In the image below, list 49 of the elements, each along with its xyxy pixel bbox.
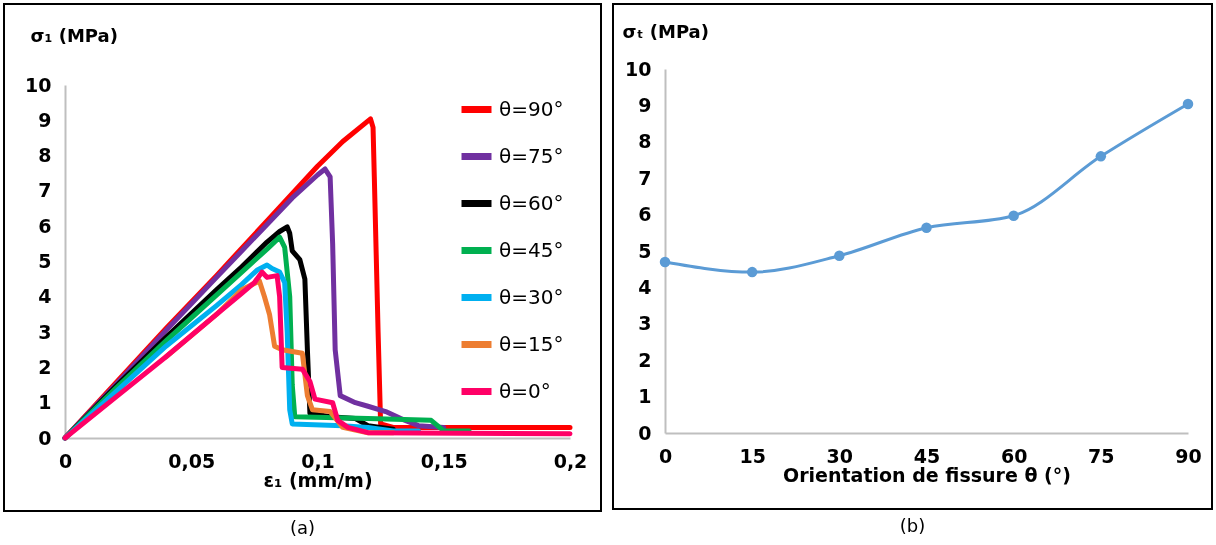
x-tick-label: 75 [1088, 444, 1115, 467]
y-tick-label: 6 [638, 203, 652, 226]
x-tick-label: 0,15 [420, 449, 468, 472]
x-tick-label: 90 [1175, 444, 1202, 467]
y-tick-label: 7 [38, 179, 52, 202]
x-tick-label: 0,1 [301, 449, 335, 472]
y-tick-label: 0 [38, 426, 52, 449]
legend-label: θ=75° [499, 143, 564, 168]
y-tick-label: 8 [638, 130, 652, 153]
point [659, 256, 671, 268]
y-tick-label: 9 [638, 93, 652, 116]
y-axis-title: σₜ (MPa) [622, 20, 709, 42]
legend-label: θ=15° [499, 331, 564, 356]
x-tick-label: 0 [658, 444, 673, 467]
y-tick-label: 3 [638, 312, 652, 335]
y-tick-label: 7 [638, 166, 652, 189]
y-tick-label: 10 [25, 73, 52, 96]
y-tick-label: 6 [38, 214, 52, 237]
point [1182, 98, 1194, 110]
legend-label: θ=0° [499, 378, 551, 403]
y-tick-label: 1 [38, 391, 52, 414]
legend-label: θ=90° [499, 96, 564, 121]
y-tick-label: 9 [38, 108, 52, 131]
point [746, 266, 758, 278]
y-tick-label: 8 [38, 144, 52, 167]
y-tick-label: 3 [38, 320, 52, 343]
text: (a) [288, 517, 317, 538]
y-axis-title: σ₁ (MPa) [30, 24, 118, 46]
legend-label: θ=60° [499, 190, 564, 215]
x-tick-label: 0 [58, 449, 73, 472]
y-tick-label: 2 [638, 348, 652, 371]
y-tick-label: 5 [38, 250, 52, 272]
point [1008, 210, 1019, 221]
point [1095, 151, 1107, 162]
y-tick-label: 10 [625, 57, 652, 80]
y-tick-label: 4 [38, 285, 52, 308]
point [834, 250, 845, 261]
text: (b) [898, 515, 927, 536]
y-tick-label: 4 [638, 275, 652, 298]
legend-label: θ=30° [499, 284, 564, 309]
y-tick-label: 2 [38, 355, 52, 378]
x-tick-label: 15 [739, 444, 766, 467]
x-tick-label: 0,05 [168, 449, 216, 472]
legend-label: θ=45° [499, 237, 564, 262]
point [921, 222, 932, 233]
y-tick-label: 5 [638, 239, 652, 262]
y-tick-label: 1 [638, 385, 652, 408]
x-tick-label: 0,2 [553, 449, 588, 472]
y-tick-label: 0 [638, 421, 652, 444]
